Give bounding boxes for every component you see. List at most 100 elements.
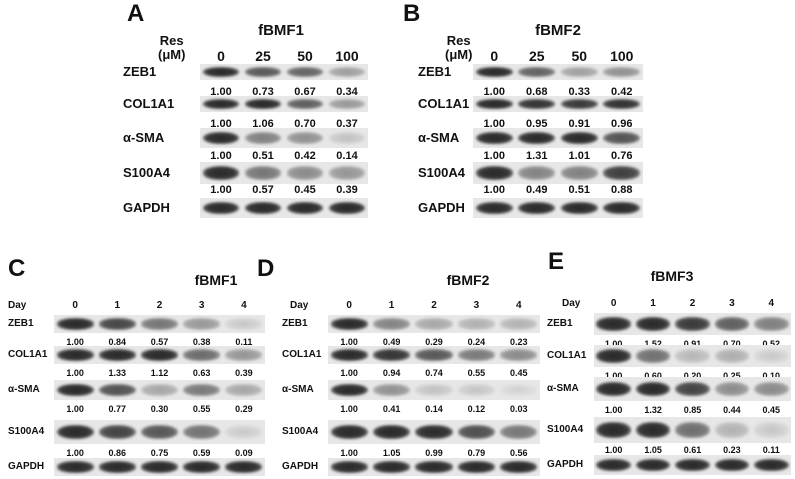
panel-a-band-value: 0.73 — [252, 86, 274, 98]
blot-band — [475, 166, 513, 180]
panel-d-row-label: COL1A1 — [282, 348, 322, 360]
blot-band — [457, 318, 496, 330]
panel-b-blot-strip — [473, 64, 643, 80]
blot-band — [140, 461, 179, 473]
panel-c-band-value: 1.00 — [66, 404, 84, 414]
panel-d-blot-strip — [328, 346, 540, 364]
blot-band — [635, 458, 671, 472]
panel-e-blot-strip — [594, 313, 791, 335]
panel-a-band-value: 0.51 — [252, 150, 274, 162]
panel-a-band-value: 0.34 — [336, 86, 358, 98]
blot-band — [244, 166, 282, 180]
panel-c-column-header: 3 — [198, 300, 205, 311]
blot-band — [415, 461, 453, 473]
blot-band — [415, 383, 453, 397]
blot-band — [457, 461, 496, 473]
blot-band — [372, 383, 411, 397]
panel-d-band-value: 0.94 — [382, 368, 401, 378]
blot-band — [225, 318, 263, 330]
panel-d-band-value: 0.56 — [510, 448, 528, 458]
blot-band — [518, 131, 556, 145]
panel-d-row-label: ZEB1 — [282, 317, 308, 329]
panel-c-band-value: 0.38 — [192, 337, 211, 347]
panel-d-row-label: α-SMA — [282, 383, 314, 395]
panel-b-blot-strip — [473, 96, 643, 112]
panel-e-blot-strip — [594, 417, 791, 443]
blot-band — [675, 317, 710, 331]
panel-d-row-label: S100A4 — [282, 425, 319, 437]
panel-e-band-value: 0.23 — [723, 445, 741, 455]
blot-band — [330, 461, 368, 473]
blot-band — [56, 461, 94, 473]
panel-c-row-label: GAPDH — [8, 460, 45, 472]
panel-c-band-value: 1.00 — [66, 448, 84, 458]
panel-e-band-value: 0.52 — [762, 339, 781, 349]
blot-band — [500, 461, 538, 473]
panel-b-band-value: 0.68 — [526, 86, 548, 98]
panel-e-row-label: GAPDH — [547, 458, 584, 470]
blot-band — [330, 383, 368, 397]
panel-e-band-value: 1.00 — [604, 339, 623, 349]
panel-d-band-value: 0.14 — [425, 404, 443, 414]
panel-b-band-value: 0.95 — [526, 118, 548, 130]
blot-band — [183, 318, 221, 330]
panel-d-band-value: 0.24 — [467, 337, 486, 347]
panel-e-band-value: 1.32 — [644, 405, 662, 415]
panel-b-row-label: GAPDH — [418, 199, 465, 215]
panel-a-row-label: ZEB1 — [123, 63, 157, 79]
blot-band — [518, 99, 556, 109]
panel-c-band-value: 0.63 — [192, 368, 211, 378]
panel-a-band-value: 1.06 — [252, 118, 274, 130]
panel-d-column-header: 1 — [388, 300, 395, 311]
blot-band — [596, 381, 632, 397]
panel-c-row-label: α-SMA — [8, 383, 40, 395]
panel-d-band-value: 1.00 — [340, 368, 358, 378]
blot-band — [675, 349, 710, 363]
blot-band — [596, 349, 632, 363]
panel-c-header-label: Day — [8, 300, 27, 311]
panel-a-row-label: GAPDH — [123, 199, 170, 215]
panel-c-title: fBMF1 — [194, 272, 238, 288]
panel-b-band-value: 0.96 — [611, 118, 633, 130]
blot-band — [753, 381, 789, 397]
panel-a-band-value: 0.14 — [336, 150, 358, 162]
panel-d-band-value: 0.99 — [425, 448, 443, 458]
panel-b-header-label: Res (μM) — [445, 33, 473, 62]
blot-band — [98, 349, 136, 361]
panel-d-column-header: 0 — [346, 300, 352, 311]
panel-c-column-header: 0 — [72, 300, 78, 311]
blot-band — [202, 99, 240, 109]
panel-d-header-label: Day — [290, 300, 309, 311]
blot-band — [475, 99, 513, 109]
panel-a-column-header: 50 — [297, 48, 313, 64]
panel-b-blot-strip — [473, 162, 643, 184]
blot-band — [753, 421, 789, 439]
panel-d-blot-strip — [328, 315, 540, 333]
blot-band — [603, 166, 641, 180]
blot-band — [753, 349, 789, 363]
blot-band — [675, 458, 710, 472]
panel-a-blot-strip — [200, 96, 368, 112]
panel-a-band-value: 0.67 — [294, 86, 316, 98]
panel-a-blot-strip — [200, 128, 368, 148]
blot-band — [518, 166, 556, 180]
panel-c-blot-strip — [54, 420, 265, 444]
blot-band — [140, 349, 179, 361]
blot-band — [286, 166, 324, 180]
panel-e-band-value: 0.25 — [723, 371, 741, 381]
blot-band — [635, 421, 671, 439]
panel-a-blot-strip — [200, 64, 368, 80]
panel-d-band-value: 0.12 — [467, 404, 486, 414]
panel-b-row-label: ZEB1 — [418, 63, 452, 79]
panel-b-band-value: 1.01 — [568, 150, 590, 162]
blot-band — [415, 424, 453, 440]
panel-b-band-value: 0.42 — [611, 86, 633, 98]
blot-band — [183, 461, 221, 473]
blot-band — [56, 318, 94, 330]
blot-band — [714, 381, 750, 397]
panel-e-band-value: 0.70 — [723, 339, 741, 349]
blot-band — [225, 461, 263, 473]
panel-e-title: fBMF3 — [650, 268, 694, 284]
panel-b-band-value: 1.31 — [526, 150, 548, 162]
panel-b-band-value: 0.91 — [568, 118, 590, 130]
